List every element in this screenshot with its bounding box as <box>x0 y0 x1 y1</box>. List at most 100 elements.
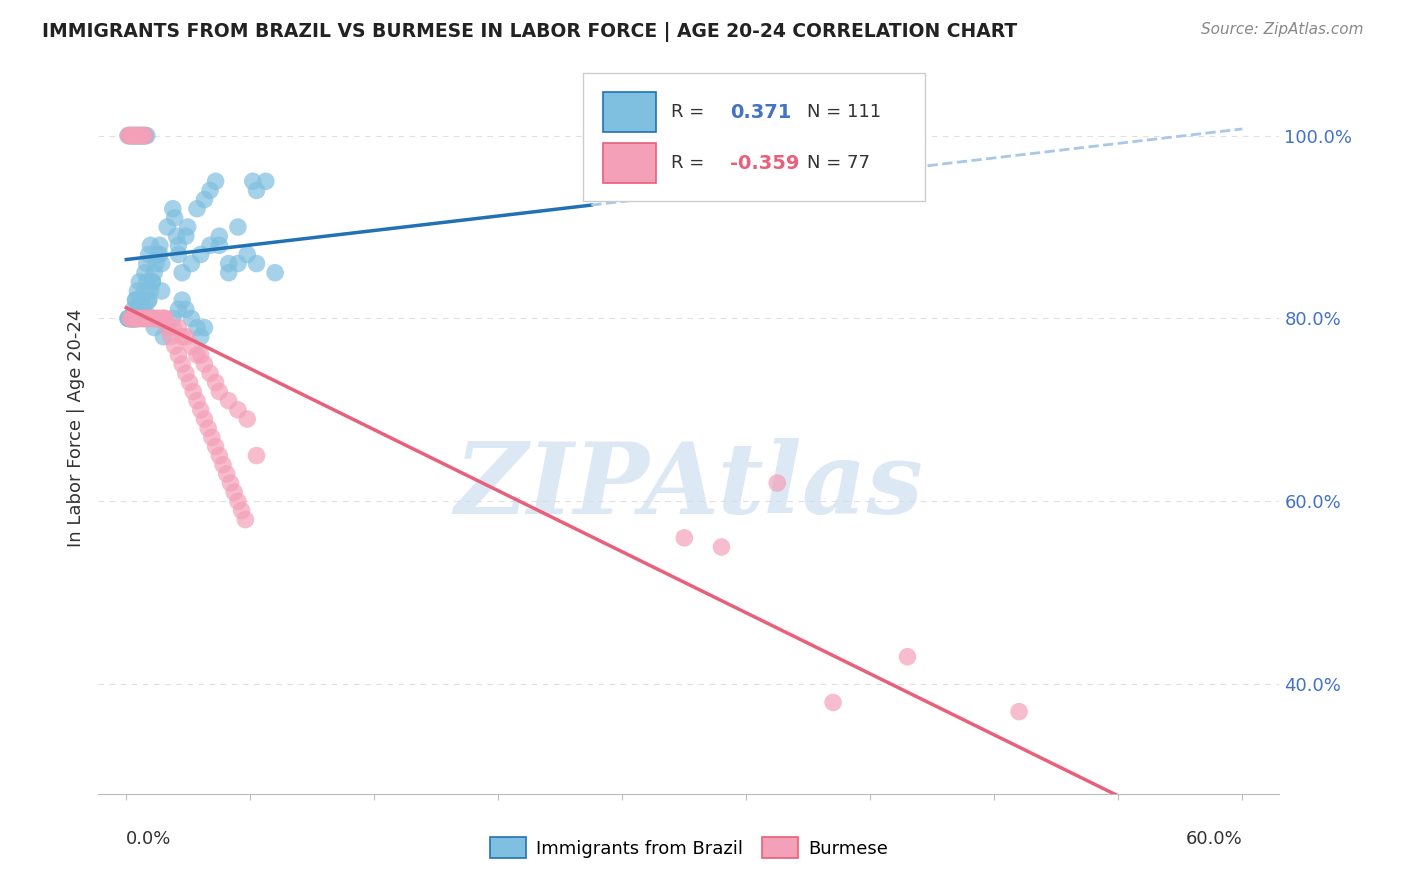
Point <box>138 311 160 326</box>
Point <box>218 393 240 408</box>
Point <box>1008 705 1031 719</box>
Point <box>208 449 231 463</box>
Point <box>176 219 198 234</box>
Point <box>167 247 190 261</box>
Point <box>128 128 150 143</box>
Point <box>160 329 183 343</box>
Point <box>129 293 152 307</box>
Point <box>190 247 212 261</box>
Point <box>117 128 139 143</box>
Point <box>117 128 139 143</box>
Text: 60.0%: 60.0% <box>1185 830 1243 848</box>
Point <box>121 311 143 326</box>
Point <box>163 339 186 353</box>
Point <box>118 311 141 326</box>
Point <box>121 311 143 326</box>
Point <box>132 128 155 143</box>
Point <box>117 311 139 326</box>
Point <box>143 320 166 334</box>
Point <box>127 311 149 326</box>
Text: N = 111: N = 111 <box>807 103 882 121</box>
Point <box>124 311 146 326</box>
Point <box>132 128 155 143</box>
Point <box>121 311 143 326</box>
Point <box>264 266 287 280</box>
FancyBboxPatch shape <box>582 73 925 202</box>
Point <box>208 384 231 399</box>
Point <box>134 311 156 326</box>
Point <box>118 311 141 326</box>
Point <box>152 311 174 326</box>
Point <box>174 302 197 317</box>
Point <box>118 311 141 326</box>
Point <box>128 275 150 289</box>
Point <box>121 311 143 326</box>
Point <box>673 531 696 545</box>
Point <box>149 238 172 252</box>
Point <box>139 311 162 326</box>
Point <box>127 128 149 143</box>
Point <box>128 128 150 143</box>
Point <box>124 311 146 326</box>
Point <box>118 128 141 143</box>
Point <box>134 284 156 298</box>
Point <box>141 275 163 289</box>
Point <box>138 293 160 307</box>
Point <box>208 238 231 252</box>
Text: R =: R = <box>671 103 704 121</box>
Text: 0.0%: 0.0% <box>127 830 172 848</box>
Point <box>135 311 157 326</box>
Point <box>156 320 179 334</box>
Point <box>118 128 141 143</box>
Point <box>124 311 146 326</box>
Point <box>124 311 146 326</box>
Point <box>135 275 157 289</box>
Point <box>118 311 141 326</box>
Point <box>208 229 231 244</box>
Point <box>149 311 172 326</box>
Point <box>193 320 215 334</box>
Point <box>134 128 156 143</box>
Point <box>127 311 149 326</box>
Point <box>146 311 169 326</box>
Point <box>201 430 224 444</box>
Point <box>166 229 188 244</box>
Point <box>224 485 246 500</box>
Point <box>129 128 152 143</box>
Point <box>226 257 249 271</box>
Point <box>124 293 146 307</box>
Point <box>190 329 212 343</box>
Point <box>181 384 204 399</box>
Y-axis label: In Labor Force | Age 20-24: In Labor Force | Age 20-24 <box>66 309 84 548</box>
Point <box>129 128 152 143</box>
Text: 0.371: 0.371 <box>730 103 792 121</box>
Point <box>218 257 240 271</box>
Point <box>172 266 194 280</box>
Point <box>145 257 167 271</box>
Point <box>122 311 145 326</box>
Point <box>150 284 173 298</box>
Point <box>132 302 155 317</box>
Point <box>127 311 149 326</box>
Point <box>121 311 143 326</box>
Point <box>155 311 177 326</box>
Point <box>212 458 235 472</box>
Point <box>139 238 162 252</box>
Point <box>167 302 190 317</box>
Point <box>193 357 215 371</box>
Point <box>190 403 212 417</box>
Point <box>204 439 226 453</box>
Point <box>135 128 157 143</box>
Text: R =: R = <box>671 154 704 172</box>
Point <box>231 503 253 517</box>
Point <box>172 357 194 371</box>
Point <box>134 266 156 280</box>
Point <box>204 376 226 390</box>
Point <box>122 311 145 326</box>
Point <box>163 211 186 225</box>
Point <box>127 128 149 143</box>
Point <box>186 202 208 216</box>
Point <box>149 247 172 261</box>
Point <box>180 257 202 271</box>
Point <box>197 421 219 435</box>
